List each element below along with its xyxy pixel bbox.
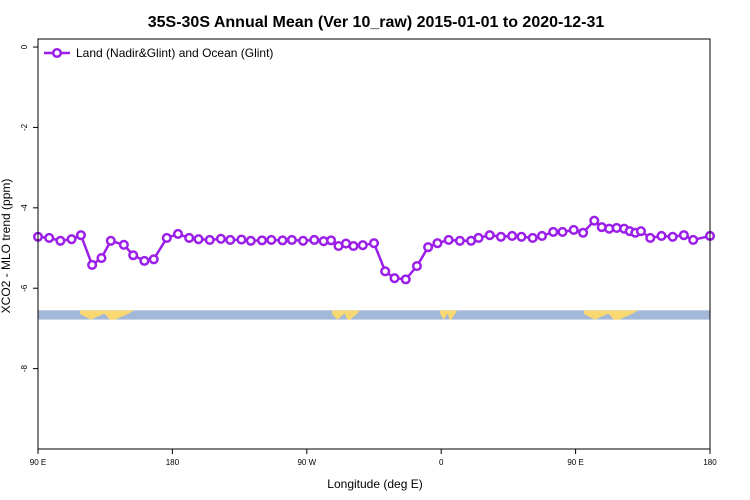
land-region-1 [80,310,135,320]
data-point [473,232,484,244]
data-point [495,231,506,242]
data-point [298,235,309,246]
data-point [148,254,159,265]
x-tick-label-6: 180 [703,458,717,467]
data-point [678,230,689,241]
data-point [266,234,277,246]
data-point [400,274,411,285]
data-point [656,230,667,242]
data-point [245,235,256,246]
data-point [193,234,204,245]
y-tick-label-1: 0 [20,44,29,49]
data-point [161,232,172,244]
data-point [557,226,568,237]
data-point [368,238,380,249]
data-point [55,235,66,246]
data-point [443,234,454,246]
y-tick-label-5: -8 [20,365,29,373]
x-tick-label-1: 90 E [30,458,46,467]
legend-marker [51,47,63,59]
data-point [548,226,559,237]
data-point [578,227,589,238]
data-point [516,231,527,242]
data-point [66,234,77,245]
y-axis-label: XCO2 - MLO trend (ppm) [0,179,13,314]
data-point [389,273,400,284]
x-axis: 90 E 180 90 W 0 90 E 180 [30,449,717,467]
data-point [215,233,226,244]
data-point [139,255,150,266]
data-point [568,224,579,235]
data-point [105,235,116,246]
data-point [645,232,656,244]
data-point [589,215,600,226]
x-tick-label-2: 180 [166,458,180,467]
data-point [357,240,368,251]
data-point [184,232,195,244]
data-point [96,253,107,264]
data-point [309,234,320,246]
data-point [118,239,129,250]
data-point [225,234,236,246]
data-point [326,235,337,246]
land-region-2 [332,310,360,320]
data-point [44,232,55,244]
data-point [172,228,184,240]
land-region-4 [584,310,639,320]
data-point [423,242,434,253]
chart-title: 35S-30S Annual Mean (Ver 10_raw) 2015-01… [148,14,605,31]
x-tick-label-5: 90 E [567,458,583,467]
series-layer [32,215,716,285]
land-region-3 [440,310,458,320]
data-point [256,235,268,246]
y-tick-label-4: -6 [20,284,29,292]
data-point [536,230,548,242]
ocean-band [38,310,710,320]
y-tick-label-2: -2 [20,123,29,131]
data-point [507,230,518,242]
legend: Land (Nadir&Glint) and Ocean (Glint) [44,46,273,60]
data-point [380,266,391,277]
data-point [128,250,139,261]
data-point [277,235,288,246]
y-tick-label-3: -4 [20,204,29,212]
x-tick-label-4: 0 [439,458,444,467]
data-point [454,235,465,246]
data-point [688,234,699,246]
data-point [635,226,646,237]
y-axis: 0 -2 -4 -6 -8 [20,44,38,372]
data-point [348,240,359,252]
data-point [432,238,443,249]
data-point [527,232,538,244]
x-tick-label-3: 90 W [297,458,316,467]
legend-label: Land (Nadir&Glint) and Ocean (Glint) [76,46,273,60]
data-point [87,259,98,270]
data-point [411,261,422,272]
data-point [204,234,215,246]
data-point [667,231,678,242]
data-point [484,230,495,241]
data-point [75,230,86,241]
plot-frame [37,38,711,450]
land-ocean-mask [38,310,710,320]
data-point [286,234,297,246]
x-axis-label: Longitude (deg E) [327,477,422,491]
data-point [236,234,247,245]
